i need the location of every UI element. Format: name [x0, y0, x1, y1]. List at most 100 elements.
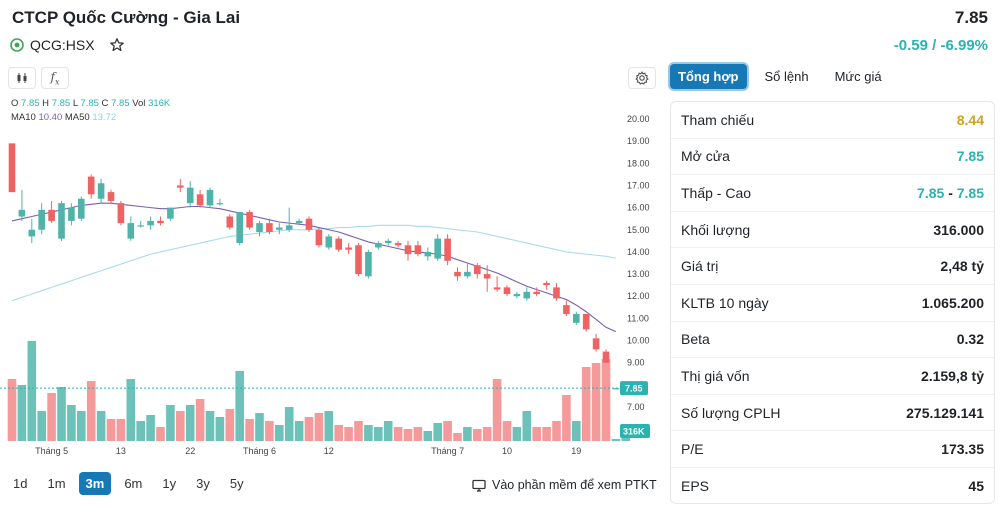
volume-bar [284, 407, 294, 441]
ohlc-readout: O 7.85 H 7.85 L 7.85 C 7.85 Vol 316K [11, 98, 170, 109]
candle-body [444, 238, 451, 261]
candle-body [493, 287, 501, 290]
volume-bar [374, 427, 383, 441]
volume-bar [136, 421, 145, 441]
volume-bar [96, 411, 106, 441]
candle-body [226, 216, 234, 228]
ma10-label: MA10 [11, 112, 36, 123]
volume-bar [77, 411, 86, 441]
candle-body [18, 209, 26, 217]
chart-type-button[interactable] [8, 67, 36, 89]
stat-label: Thị giá vốn [681, 367, 750, 384]
exchange-logo-icon [10, 38, 24, 52]
candle-body [266, 223, 273, 232]
candle-body [365, 251, 372, 277]
stat-label: Giá trị [681, 258, 719, 275]
range-1d-button[interactable]: 1d [13, 476, 28, 491]
stat-row-reference: Tham chiếu 8.44 [671, 102, 994, 139]
stat-value: 7.85 [956, 148, 984, 165]
candle-body [246, 212, 253, 228]
star-icon[interactable] [109, 37, 125, 53]
candle-body [553, 287, 560, 299]
open-value: 7.85 [21, 98, 40, 109]
range-6m-button[interactable]: 6m [124, 476, 143, 491]
stat-label: Thấp - Cao [681, 184, 752, 201]
y-tick-label: 9.00 [627, 358, 645, 368]
range-1m-button[interactable]: 1m [47, 476, 66, 491]
volume-bar [344, 427, 353, 441]
candle-body [414, 245, 422, 255]
candle-body [196, 194, 204, 206]
candle-body [355, 245, 362, 275]
volume-bar [27, 341, 37, 441]
volume-bar [37, 411, 46, 441]
candle-body [147, 220, 154, 226]
x-tick-label: Tháng 7 [431, 446, 464, 456]
candle-body [563, 305, 570, 314]
candle-body [8, 143, 16, 193]
volume-bar [502, 421, 512, 441]
x-tick-label: Tháng 5 [35, 446, 68, 456]
candle-body [335, 238, 342, 250]
stat-value: 2,48 tỷ [940, 258, 984, 275]
gear-icon [635, 71, 649, 85]
candle-body [394, 243, 402, 246]
y-tick-label: 17.00 [627, 180, 650, 190]
volume-bar [403, 429, 413, 441]
volume-bar [482, 427, 492, 441]
candle-body [464, 271, 471, 277]
open-technical-analysis-link[interactable]: Vào phần mềm để xem PTKT [472, 478, 657, 492]
tab-summary[interactable]: Tổng hợp [668, 62, 749, 91]
chart-settings-button[interactable] [628, 67, 656, 89]
y-tick-label: 14.00 [627, 247, 650, 257]
stat-label: Mở cửa [681, 148, 730, 165]
y-tick-label: 19.00 [627, 136, 650, 146]
company-name: CTCP Quốc Cường - Gia Lai [12, 8, 241, 27]
stat-label: Khối lượng [681, 221, 751, 238]
volume-bar [552, 421, 561, 441]
candle-body [592, 338, 600, 350]
candle-body [523, 291, 531, 299]
volume-bar [57, 387, 66, 441]
y-tick-label: 16.00 [627, 203, 650, 213]
low-value: 7.85 [917, 184, 945, 201]
volume-bar [354, 421, 363, 441]
volume-bar [176, 411, 185, 441]
range-3m-button[interactable]: 3m [78, 472, 112, 495]
x-tick-label: 22 [185, 446, 195, 456]
tab-order-book[interactable]: Sổ lệnh [764, 69, 809, 84]
candle-body [454, 271, 461, 277]
volume-label: Vol [132, 98, 146, 109]
volume-bar [17, 385, 27, 441]
candle-body [384, 240, 392, 244]
volume-bar [205, 411, 215, 441]
candle-body [434, 238, 441, 259]
stat-row-low-high: Thấp - Cao 7.85 - 7.85 [671, 175, 994, 212]
tab-price-levels[interactable]: Mức giá [834, 69, 882, 84]
volume-bar [166, 405, 175, 441]
candle-body [38, 209, 45, 230]
x-tick-label: 12 [324, 446, 334, 456]
candle-body [28, 229, 36, 237]
y-tick-label: 12.00 [627, 291, 650, 301]
volume-bar [492, 379, 502, 441]
last-price-tag [620, 381, 648, 396]
candle-body [602, 351, 610, 363]
y-tick-label: 10.00 [627, 336, 650, 346]
volume-bar [532, 427, 541, 441]
fx-icon: fx [50, 69, 60, 87]
candle-body [107, 192, 115, 201]
indicator-button[interactable]: fx [41, 67, 69, 89]
stat-value: 173.35 [941, 441, 984, 458]
price-chart[interactable]: 20.00 19.00 18.00 17.00 16.00 15.00 14.00 13.00… [0, 95, 660, 467]
x-tick-label: Tháng 6 [243, 446, 276, 456]
range-5y-button[interactable]: 5y [229, 476, 244, 491]
volume-bar [463, 427, 472, 441]
range-3y-button[interactable]: 3y [196, 476, 210, 491]
range-1y-button[interactable]: 1y [162, 476, 177, 491]
volume-bar [453, 433, 462, 441]
candle-body [315, 229, 323, 246]
ptkt-label: Vào phần mềm để xem PTKT [492, 478, 657, 492]
candle-body [137, 225, 144, 227]
candle-body [117, 203, 125, 224]
